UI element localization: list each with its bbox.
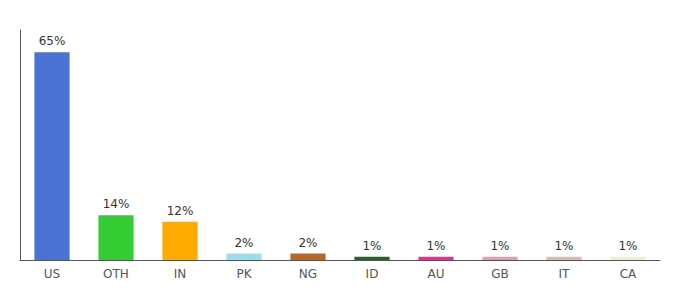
svg-text:CA: CA [620, 267, 637, 281]
svg-text:12%: 12% [167, 204, 194, 218]
svg-text:1%: 1% [490, 239, 509, 253]
svg-text:IN: IN [174, 267, 187, 281]
svg-text:OTH: OTH [103, 267, 129, 281]
svg-text:1%: 1% [426, 239, 445, 253]
svg-text:NG: NG [299, 267, 317, 281]
svg-text:14%: 14% [103, 197, 130, 211]
svg-text:1%: 1% [618, 239, 637, 253]
svg-text:IT: IT [559, 267, 571, 281]
svg-text:AU: AU [428, 267, 445, 281]
svg-text:ID: ID [366, 267, 379, 281]
svg-text:65%: 65% [39, 34, 66, 48]
svg-text:2%: 2% [234, 236, 253, 250]
svg-text:1%: 1% [554, 239, 573, 253]
svg-text:US: US [44, 267, 60, 281]
svg-text:GB: GB [491, 267, 509, 281]
svg-text:PK: PK [236, 267, 252, 281]
svg-text:2%: 2% [298, 236, 317, 250]
svg-text:1%: 1% [362, 239, 381, 253]
